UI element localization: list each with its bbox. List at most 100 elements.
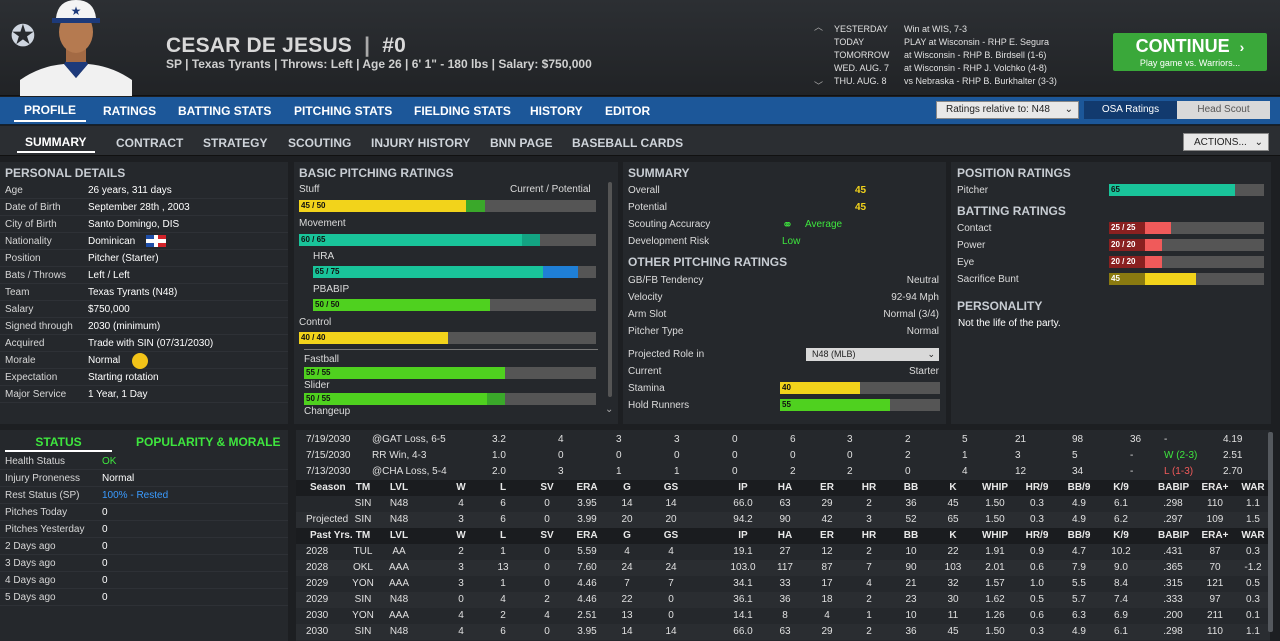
stats-scrollbar[interactable]: [1268, 432, 1273, 632]
game-k: 0: [847, 450, 853, 461]
stats-row[interactable]: 2029 YON AAA 3 1 0 4.46 7 7 34.1 33 17 4 21 32 1.57 1.0 5…: [296, 576, 1270, 592]
stats-header-cell[interactable]: LVL: [389, 530, 409, 541]
stats-cell: 6.2: [1114, 514, 1128, 525]
stats-header-cell[interactable]: W: [456, 482, 466, 493]
game-log-row[interactable]: 7/13/2030 @CHA Loss, 5-4 2.0 3 1 1 0 2 2 0 4 12 34 - L…: [296, 464, 1270, 480]
stats-header-cell[interactable]: BABIP: [1158, 482, 1190, 493]
schedule-row[interactable]: YESTERDAY Win at WIS, 7-3: [814, 23, 1057, 36]
game-log-row[interactable]: 7/15/2030 RR Win, 4-3 1.0 0 0 0 0 0 0 2 1 3 5 - W (2-3…: [296, 448, 1270, 464]
stats-header-cell[interactable]: ERA+: [1201, 482, 1229, 493]
stats-cell: AAA: [388, 610, 409, 621]
stats-header-cell[interactable]: IP: [738, 482, 748, 493]
stats-header-cell[interactable]: TM: [355, 530, 371, 541]
stats-row-label: 2028: [306, 562, 329, 573]
ratings-scrollbar[interactable]: [608, 182, 612, 397]
stats-row[interactable]: Projected SIN N48 3 6 0 3.99 20 20 94.2 90 42 3 52 65 1…: [296, 512, 1270, 528]
tab-history[interactable]: HISTORY: [530, 104, 583, 118]
stats-header-cell[interactable]: ERA: [576, 530, 598, 541]
subtab-scouting[interactable]: SCOUTING: [288, 136, 352, 150]
stats-cell: N48: [389, 626, 409, 637]
schedule-day: TODAY: [834, 37, 865, 47]
continue-button[interactable]: CONTINUE › Play game vs. Warriors...: [1113, 33, 1267, 71]
stats-header-cell[interactable]: BABIP: [1158, 530, 1190, 541]
stats-header-cell[interactable]: LVL: [389, 482, 409, 493]
stats-header-cell[interactable]: ERA: [576, 482, 598, 493]
subtab-bnn-page[interactable]: BNN PAGE: [490, 136, 553, 150]
game-bb: 0: [790, 450, 796, 461]
stats-header-cell[interactable]: TM: [355, 482, 371, 493]
stats-header-cell[interactable]: HA: [777, 530, 793, 541]
stats-header-cell[interactable]: K/9: [1113, 482, 1129, 493]
rating-label: HRA: [313, 251, 335, 262]
tab-popularity-morale[interactable]: POPULARITY & MORALE: [136, 435, 281, 449]
tab-pitching-stats[interactable]: PITCHING STATS: [294, 104, 393, 118]
subtab-injury-history[interactable]: INJURY HISTORY: [371, 136, 471, 150]
bar-value: 50 / 50: [315, 300, 340, 309]
subtab-baseball-cards[interactable]: BASEBALL CARDS: [572, 136, 684, 150]
game-era: 2.70: [1223, 466, 1243, 477]
stats-header-cell[interactable]: SV: [540, 482, 554, 493]
stats-header-cell[interactable]: G: [623, 482, 631, 493]
stats-header-cell[interactable]: K/9: [1113, 530, 1129, 541]
projected-role-select[interactable]: N48 (MLB) ⌄: [806, 348, 939, 361]
stats-header-cell[interactable]: WHIP: [981, 530, 1009, 541]
actions-dropdown[interactable]: ACTIONS... ⌄: [1183, 133, 1269, 151]
stats-header-cell[interactable]: BB/9: [1067, 530, 1091, 541]
stats-header-cell[interactable]: K: [949, 530, 957, 541]
stats-cell: 0.9: [1030, 546, 1044, 557]
stats-row[interactable]: SIN N48 4 6 0 3.95 14 14 66.0 63 29 2 36 45 1.50 0.3 4.9…: [296, 496, 1270, 512]
stats-row[interactable]: 2028 OKL AAA 3 13 0 7.60 24 24 103.0 117 87 7 90 103 2.…: [296, 560, 1270, 576]
stats-header-cell[interactable]: HR: [861, 530, 877, 541]
stats-header-cell[interactable]: HR/9: [1025, 482, 1049, 493]
stats-row[interactable]: 2030 YON AAA 4 2 4 2.51 13 0 14.1 8 4 1 10 11 1.26 0.6 6.…: [296, 608, 1270, 624]
game-log-row[interactable]: 7/19/2030 @GAT Loss, 6-5 3.2 4 3 3 0 6 3 2 5 21 98 36…: [296, 432, 1270, 448]
stats-header-cell[interactable]: BB: [903, 482, 919, 493]
tab-ratings[interactable]: RATINGS: [103, 104, 157, 118]
stats-header-cell[interactable]: G: [623, 530, 631, 541]
stats-header-cell[interactable]: L: [499, 482, 507, 493]
stats-header-cell[interactable]: WAR: [1241, 530, 1265, 541]
tab-profile[interactable]: PROFILE: [14, 103, 87, 122]
schedule-row[interactable]: WED. AUG. 7 at Wisconsin - RHP J. Volchko…: [814, 62, 1057, 75]
osa-ratings-toggle[interactable]: OSA Ratings: [1084, 101, 1177, 119]
stats-header-cell[interactable]: IP: [738, 530, 748, 541]
stats-header-cell[interactable]: SV: [540, 530, 554, 541]
schedule-row[interactable]: TOMORROW at Wisconsin - RHP B. Birdsell (…: [814, 49, 1057, 62]
stats-header-cell[interactable]: W: [456, 530, 466, 541]
stats-header-cell[interactable]: BB: [903, 530, 919, 541]
stats-row[interactable]: 2028 TUL AA 2 1 0 5.59 4 4 19.1 27 12 2 10 22 1.91 0.9 4.…: [296, 544, 1270, 560]
stats-cell: 63: [779, 626, 791, 637]
schedule-down-icon[interactable]: ﹀: [814, 81, 824, 91]
stats-header-cell[interactable]: WHIP: [981, 482, 1009, 493]
stats-header-cell[interactable]: L: [499, 530, 507, 541]
tab-fielding-stats[interactable]: FIELDING STATS: [414, 104, 511, 118]
ratings-relative-select[interactable]: Ratings relative to: N48 ⌄: [936, 101, 1079, 119]
stats-header-cell[interactable]: ER: [820, 482, 834, 493]
tab-batting-stats[interactable]: BATTING STATS: [178, 104, 272, 118]
stats-header-cell[interactable]: ER: [820, 530, 834, 541]
stats-header-cell[interactable]: GS: [663, 530, 679, 541]
stats-header-cell[interactable]: WAR: [1241, 482, 1265, 493]
stats-header-cell[interactable]: BB/9: [1067, 482, 1091, 493]
stats-row[interactable]: 2029 SIN N48 0 4 2 4.46 22 0 36.1 36 18 2 23 30 1.62 0.5…: [296, 592, 1270, 608]
stats-header-cell[interactable]: K: [949, 482, 957, 493]
subtab-strategy[interactable]: STRATEGY: [203, 136, 268, 150]
subtab-contract[interactable]: CONTRACT: [116, 136, 184, 150]
stats-header-cell[interactable]: GS: [663, 482, 679, 493]
stats-header-cell[interactable]: HR/9: [1025, 530, 1049, 541]
subtab-summary[interactable]: SUMMARY: [17, 135, 95, 153]
schedule-up-icon[interactable]: ︿: [814, 22, 824, 32]
dominican-flag-icon: [146, 235, 166, 247]
tab-status[interactable]: STATUS: [5, 432, 112, 452]
schedule-row[interactable]: TODAY PLAY at Wisconsin - RHP E. Segura: [814, 36, 1057, 49]
stats-header-cell[interactable]: ERA+: [1201, 530, 1229, 541]
stats-header-cell[interactable]: HR: [861, 482, 877, 493]
head-scout-toggle[interactable]: Head Scout: [1177, 101, 1270, 119]
scroll-down-icon[interactable]: ⌄: [605, 404, 614, 415]
schedule-row[interactable]: THU. AUG. 8 vs Nebraska - RHP B. Burkhalt…: [814, 75, 1057, 88]
stats-cell: 0: [668, 594, 674, 605]
stats-header-cell[interactable]: HA: [777, 482, 793, 493]
bar-label-bg: [1109, 256, 1145, 268]
tab-editor[interactable]: EDITOR: [605, 104, 651, 118]
stats-row[interactable]: 2030 SIN N48 4 6 0 3.95 14 14 66.0 63 29 2 36 45 1.50 0.…: [296, 624, 1270, 640]
